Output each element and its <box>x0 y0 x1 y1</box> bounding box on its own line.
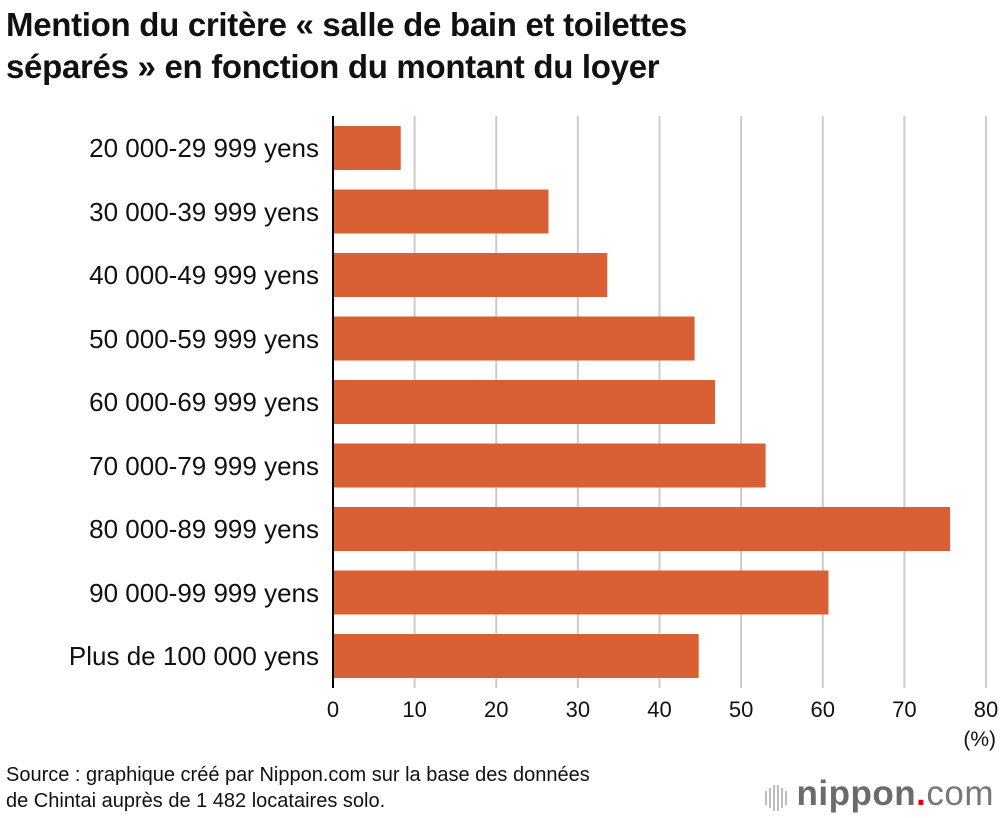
nippon-logo: nippon.com <box>764 774 994 816</box>
bar <box>333 507 951 551</box>
x-tick-label: 20 <box>484 697 509 722</box>
category-label: 90 000-99 999 yens <box>89 577 319 608</box>
category-label: 60 000-69 999 yens <box>89 387 319 417</box>
category-label: 50 000-59 999 yens <box>89 323 319 354</box>
logo-mark-icon <box>764 776 789 816</box>
source-line: Source : graphique créé par Nippon.com s… <box>6 764 590 786</box>
x-tick-label: 0 <box>326 697 340 722</box>
bar <box>333 570 829 615</box>
x-axis-unit: (%) <box>963 728 996 751</box>
source-note: Source : graphique créé par Nippon.com s… <box>6 762 590 814</box>
bar <box>333 316 695 361</box>
source-line: de Chintai auprès de 1 482 locataires so… <box>6 790 386 812</box>
x-tick-label: 80 <box>973 697 999 722</box>
bar <box>333 189 549 234</box>
category-label: Plus de 100 000 yens <box>68 641 319 671</box>
bar <box>333 443 766 488</box>
category-label: 20 000-29 999 yens <box>89 133 319 163</box>
x-tick-label: 10 <box>402 697 427 722</box>
x-tick-label: 40 <box>647 697 672 722</box>
category-label: 70 000-79 999 yens <box>89 450 319 481</box>
x-tick-label: 70 <box>892 697 917 722</box>
category-label: 30 000-39 999 yens <box>89 196 319 227</box>
x-tick-label: 50 <box>728 697 754 722</box>
title-line: séparés » en fonction du montant du loye… <box>6 48 660 85</box>
category-label: 80 000-89 999 yens <box>89 514 319 544</box>
title-line: Mention du critère « salle de bain et to… <box>6 6 687 43</box>
x-tick-label: 60 <box>810 697 835 722</box>
chart-title: Mention du critère « salle de bain et to… <box>6 4 687 88</box>
bar <box>333 126 401 170</box>
bar <box>333 253 608 297</box>
bar <box>333 380 716 424</box>
x-tick-label: 30 <box>565 697 591 722</box>
bar <box>333 634 699 678</box>
category-label: 40 000-49 999 yens <box>89 260 319 290</box>
